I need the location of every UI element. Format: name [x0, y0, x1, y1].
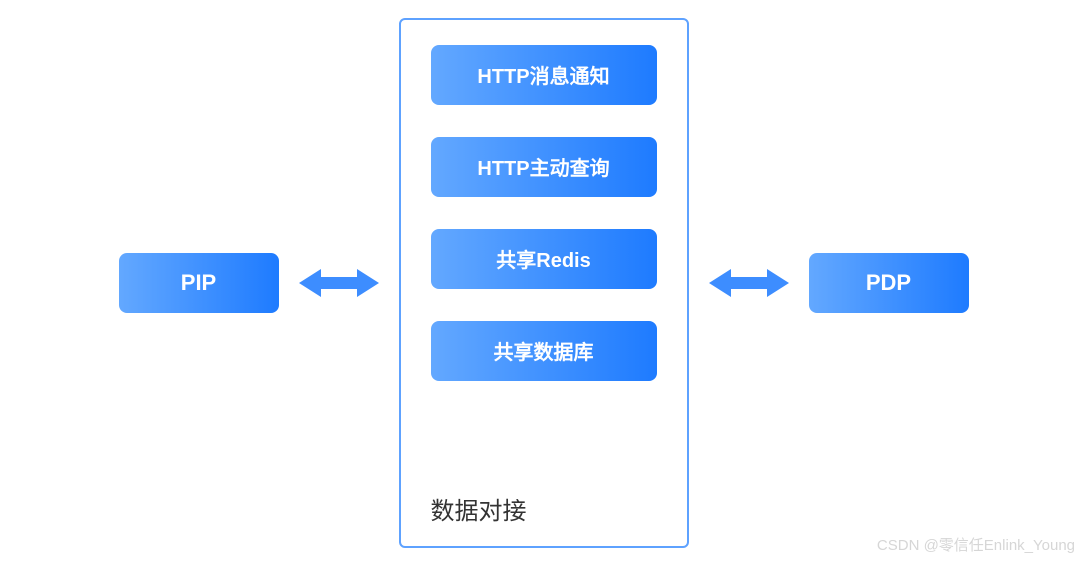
pip-label: PIP [181, 270, 216, 296]
method-label: 共享Redis [496, 244, 590, 273]
arrow-left [299, 263, 379, 303]
method-label: 共享数据库 [494, 336, 594, 365]
method-box-2: 共享Redis [431, 229, 657, 289]
double-arrow-icon [299, 263, 379, 303]
arrow-right [709, 263, 789, 303]
pdp-node: PDP [809, 253, 969, 313]
method-box-0: HTTP消息通知 [431, 45, 657, 105]
method-label: HTTP消息通知 [477, 60, 609, 89]
method-box-1: HTTP主动查询 [431, 137, 657, 197]
double-arrow-icon [709, 263, 789, 303]
architecture-diagram: PIP HTTP消息通知 HTTP主动查询共享Redis 共享数据库 数据对接 PD… [0, 0, 1087, 565]
container-title: 数据对接 [431, 481, 657, 526]
pip-node: PIP [119, 253, 279, 313]
pdp-label: PDP [866, 270, 911, 296]
method-box-3: 共享数据库 [431, 321, 657, 381]
data-integration-container: HTTP消息通知 HTTP主动查询共享Redis 共享数据库 数据对接 [399, 18, 689, 548]
method-label: HTTP主动查询 [477, 152, 609, 181]
